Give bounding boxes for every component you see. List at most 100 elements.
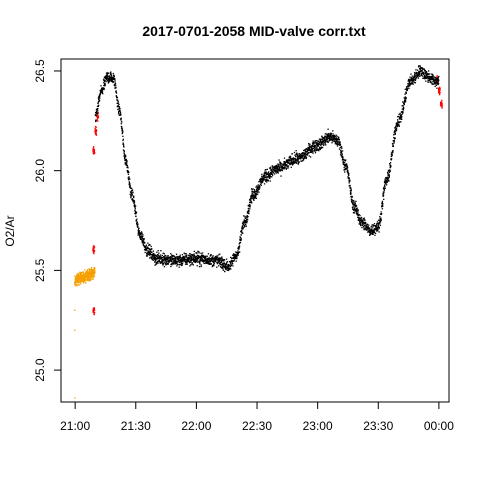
data-point <box>308 152 309 153</box>
data-point <box>118 112 119 113</box>
data-point <box>94 276 95 277</box>
data-point <box>190 254 191 255</box>
data-point <box>379 227 380 228</box>
data-point <box>153 250 154 251</box>
data-point <box>439 94 440 95</box>
data-point <box>417 70 418 71</box>
data-point <box>94 268 95 269</box>
data-point <box>227 270 228 271</box>
data-point <box>79 275 80 276</box>
data-point <box>401 119 402 120</box>
data-point <box>277 172 278 173</box>
data-point <box>436 88 437 89</box>
data-point <box>295 156 296 157</box>
data-point <box>259 187 260 188</box>
data-point <box>390 162 391 163</box>
data-point <box>97 108 98 109</box>
data-point <box>404 94 405 95</box>
data-point <box>412 76 413 77</box>
data-point <box>247 219 248 220</box>
data-point <box>132 194 133 195</box>
data-point <box>406 93 407 94</box>
data-point <box>389 174 390 175</box>
data-point <box>372 226 373 227</box>
data-point <box>180 255 181 256</box>
data-point <box>357 211 358 212</box>
data-point <box>186 256 187 257</box>
data-point <box>217 256 218 257</box>
data-point <box>99 95 100 96</box>
data-point <box>157 254 158 255</box>
data-point <box>381 213 382 214</box>
data-point <box>121 123 122 124</box>
data-point <box>132 192 133 193</box>
data-point <box>438 83 439 84</box>
data-point <box>342 150 343 151</box>
data-point <box>156 252 157 253</box>
data-point <box>123 152 124 153</box>
x-axis: 21:00 21:30 22:00 22:30 23:00 23:30 00:00 <box>60 402 454 433</box>
data-point <box>432 84 433 85</box>
data-point <box>396 128 397 129</box>
data-point <box>374 223 375 224</box>
data-point <box>126 163 127 164</box>
data-point <box>192 262 193 263</box>
data-point <box>379 222 380 223</box>
points-layer <box>74 65 443 399</box>
data-point <box>419 76 420 77</box>
data-point <box>409 85 410 86</box>
data-point <box>308 143 309 144</box>
data-point <box>185 264 186 265</box>
data-point <box>427 76 428 77</box>
data-point <box>316 146 317 147</box>
data-point <box>96 115 97 116</box>
data-point <box>414 77 415 78</box>
data-point <box>211 263 212 264</box>
data-point <box>340 154 341 155</box>
data-point <box>410 73 411 74</box>
data-point <box>393 146 394 147</box>
data-point <box>279 167 280 168</box>
data-point <box>239 251 240 252</box>
x-tick-label: 23:00 <box>303 419 333 433</box>
data-point <box>268 171 269 172</box>
data-point <box>389 172 390 173</box>
data-point <box>123 144 124 145</box>
data-point <box>344 167 345 168</box>
data-point <box>241 230 242 231</box>
data-point <box>245 224 246 225</box>
data-point <box>436 85 437 86</box>
data-point <box>84 279 85 280</box>
chart-title: 2017-0701-2058 MID-valve corr.txt <box>142 23 366 39</box>
data-point <box>370 232 371 233</box>
data-point <box>223 265 224 266</box>
data-point <box>89 280 90 281</box>
data-point <box>92 275 93 276</box>
data-point <box>243 215 244 216</box>
data-point <box>414 72 415 73</box>
data-point <box>354 208 355 209</box>
data-point <box>336 136 337 137</box>
x-tick-label: 23:30 <box>363 419 393 433</box>
data-point <box>303 159 304 160</box>
data-point <box>339 139 340 140</box>
data-point <box>322 143 323 144</box>
data-point <box>332 130 333 131</box>
data-point <box>288 165 289 166</box>
data-point <box>205 256 206 257</box>
data-point <box>247 216 248 217</box>
data-point <box>378 220 379 221</box>
data-point <box>280 175 281 176</box>
data-point <box>133 196 134 197</box>
data-point <box>184 257 185 258</box>
data-point <box>345 159 346 160</box>
data-point <box>382 203 383 204</box>
data-point <box>309 146 310 147</box>
data-point <box>371 226 372 227</box>
data-point <box>402 112 403 113</box>
data-point <box>75 285 76 286</box>
data-point <box>191 257 192 258</box>
data-point <box>209 259 210 260</box>
data-point <box>299 153 300 154</box>
data-point <box>135 205 136 206</box>
